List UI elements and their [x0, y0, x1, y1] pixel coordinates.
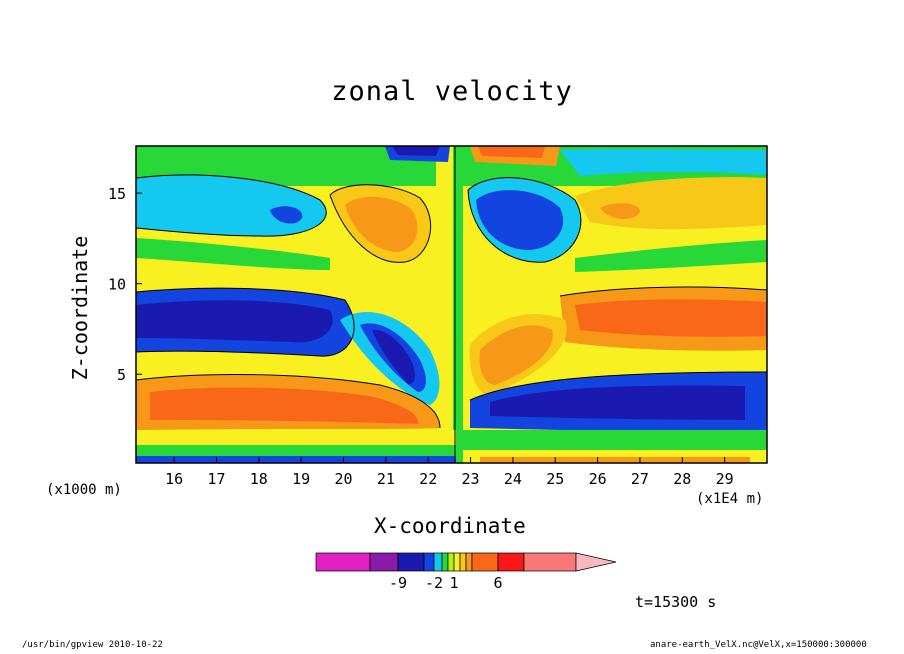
x-tick-label: 16 [165, 470, 183, 488]
velocity-field [136, 146, 767, 463]
colorbar: -9 -2 1 6 [315, 552, 617, 592]
x-tick-label: 24 [504, 470, 522, 488]
x-axis: 16 17 18 19 20 21 22 23 24 25 26 27 28 29 [165, 457, 734, 488]
x-tick-label: 18 [250, 470, 268, 488]
colorbar-swatch [471, 552, 499, 572]
y-axis: 5 10 15 [108, 185, 142, 384]
x-tick-label: 29 [716, 470, 734, 488]
colorbar-swatch [397, 552, 425, 572]
y-tick-label: 10 [108, 276, 126, 294]
colorbar-extend-arrow [575, 552, 617, 572]
x-tick-label: 21 [377, 470, 395, 488]
y-axis-unit: (x1000 m) [46, 482, 122, 498]
x-tick-label: 27 [631, 470, 649, 488]
colorbar-swatch [465, 552, 473, 572]
x-tick-label: 19 [292, 470, 310, 488]
colorbar-label: -2 [425, 574, 443, 592]
colorbar-swatch [497, 552, 525, 572]
colorbar-label: 6 [493, 574, 502, 592]
colorbar-swatch [433, 552, 443, 572]
colorbar-swatch [369, 552, 399, 572]
y-axis-label: Z-coordinate [68, 235, 92, 381]
x-tick-label: 17 [207, 470, 225, 488]
x-tick-label: 26 [589, 470, 607, 488]
colorbar-swatch [459, 552, 467, 572]
time-label: t=15300 s [635, 593, 717, 611]
x-axis-unit: (x1E4 m) [696, 491, 764, 507]
colorbar-swatch [441, 552, 449, 572]
footer-source: anare-earth_VelX.nc@VelX,x=150000:300000 [650, 640, 867, 650]
chart-title: zonal velocity [331, 76, 573, 107]
colorbar-label: 1 [449, 574, 458, 592]
y-tick-label: 15 [108, 185, 126, 203]
x-tick-label: 28 [673, 470, 691, 488]
x-axis-label: X-coordinate [374, 514, 526, 538]
x-tick-label: 23 [462, 470, 480, 488]
footer-command: /usr/bin/gpview 2010-10-22 [22, 640, 163, 650]
y-tick-label: 5 [117, 366, 126, 384]
colorbar-swatch [447, 552, 455, 572]
colorbar-swatch [423, 552, 435, 572]
colorbar-swatch [523, 552, 577, 572]
x-tick-label: 20 [334, 470, 352, 488]
x-tick-label: 22 [419, 470, 437, 488]
colorbar-swatch [453, 552, 461, 572]
plot-frame [135, 145, 768, 464]
colorbar-swatch [315, 552, 371, 572]
colorbar-label: -9 [389, 574, 407, 592]
x-tick-label: 25 [546, 470, 564, 488]
